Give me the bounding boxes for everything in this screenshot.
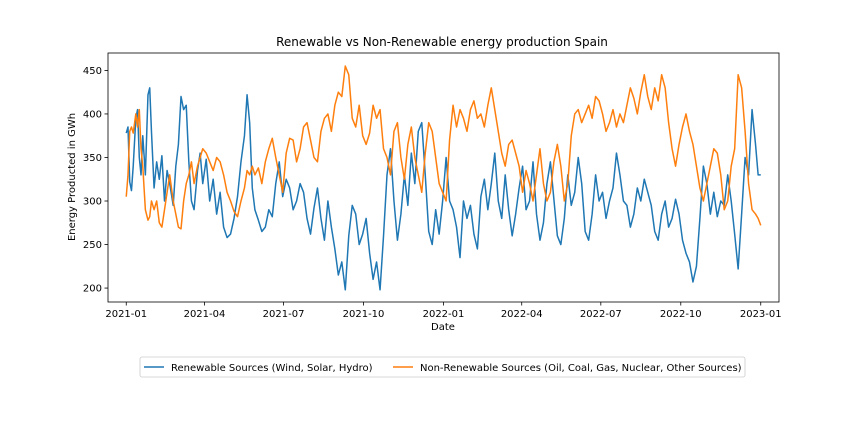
x-tick-label: 2021-10 <box>343 309 385 320</box>
y-tick-label: 450 <box>83 66 102 77</box>
y-axis-label: Energy Producted in GWh <box>67 113 78 241</box>
legend-label-renewable: Renewable Sources (Wind, Solar, Hydro) <box>171 363 373 374</box>
series-line-renewable <box>125 87 761 291</box>
x-tick-label: 2021-04 <box>184 309 226 320</box>
y-tick-label: 350 <box>83 153 102 164</box>
x-axis-label: Date <box>431 322 455 333</box>
x-tick-label: 2023-01 <box>740 309 782 320</box>
x-axis: 2021-01 2021-04 2021-07 2021-10 2022-01 2022-… <box>105 302 782 320</box>
y-tick-label: 250 <box>83 240 102 251</box>
y-tick-label: 400 <box>83 109 102 120</box>
series-line-non-renewable <box>125 65 762 230</box>
x-tick-label: 2022-07 <box>580 309 622 320</box>
legend-frame <box>139 356 746 378</box>
x-tick-label: 2022-01 <box>423 309 465 320</box>
chart-title: Renewable vs Non-Renewable energy produc… <box>276 35 608 49</box>
x-tick-label: 2022-04 <box>501 309 543 320</box>
y-tick-label: 200 <box>83 284 102 295</box>
y-tick-label: 300 <box>83 197 102 208</box>
x-tick-label: 2021-01 <box>105 309 147 320</box>
series-lines <box>125 65 762 291</box>
legend: Renewable Sources (Wind, Solar, Hydro) N… <box>139 356 746 378</box>
x-tick-label: 2022-10 <box>660 309 702 320</box>
x-tick-label: 2021-07 <box>263 309 305 320</box>
legend-label-non-renewable: Non-Renewable Sources (Oil, Coal, Gas, N… <box>420 363 742 374</box>
y-axis: 200 250 300 350 400 450 <box>83 66 108 295</box>
